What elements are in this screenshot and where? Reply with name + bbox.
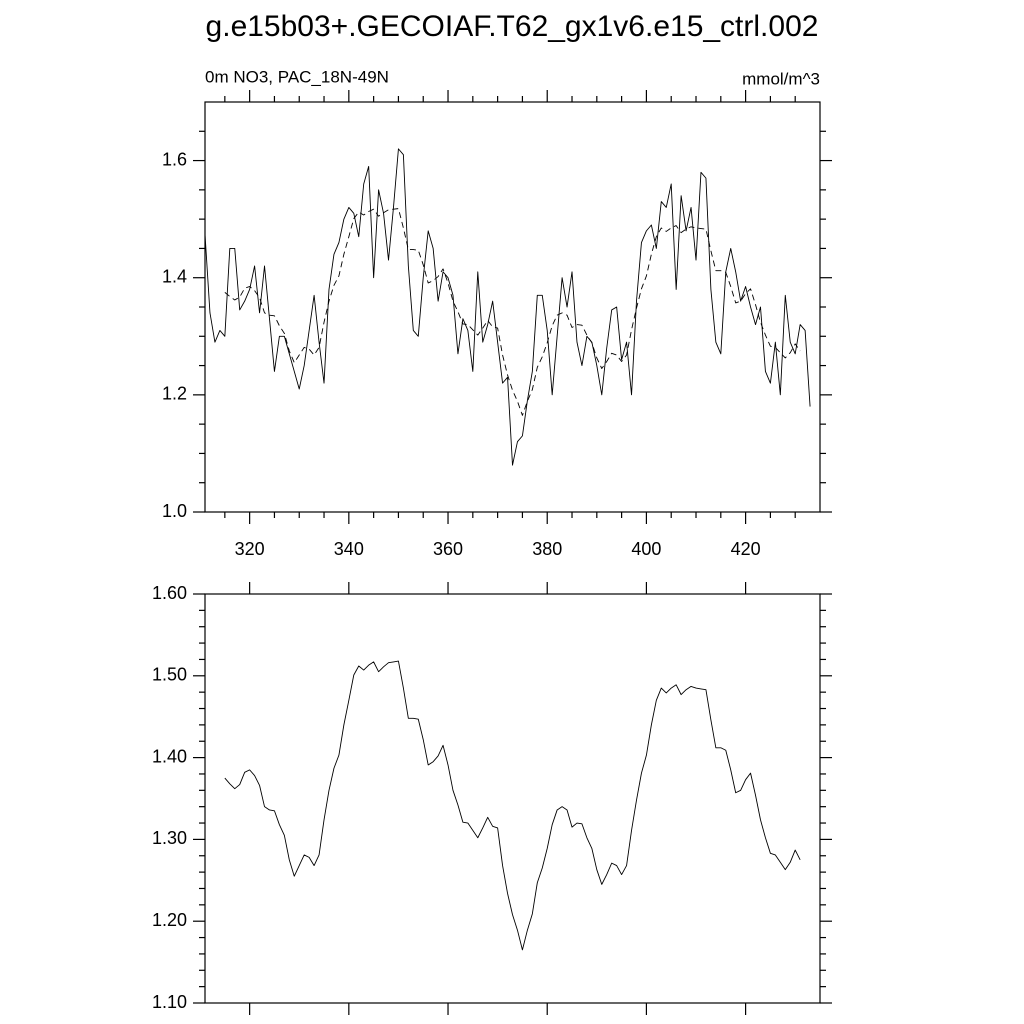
plot-frame <box>204 593 821 1004</box>
y-tick-label: 1.50 <box>152 665 187 685</box>
data-line <box>224 660 801 951</box>
data-line <box>204 148 811 466</box>
dashed-line <box>224 208 801 416</box>
y-tick-label: 1.30 <box>152 828 187 848</box>
y-tick-label: 1.6 <box>162 149 187 169</box>
x-tick-label: 320 <box>235 539 265 559</box>
y-tick-label: 1.10 <box>152 992 187 1012</box>
figure-title: g.e15b03+.GECOIAF.T62_gx1v6.e15_ctrl.002 <box>206 10 819 43</box>
y-tick-label: 1.4 <box>162 266 187 286</box>
y-tick-label: 1.40 <box>152 746 187 766</box>
x-tick-label: 380 <box>532 539 562 559</box>
plot-frame <box>204 101 821 513</box>
y-tick-label: 1.20 <box>152 910 187 930</box>
y-tick-label: 1.60 <box>152 583 187 603</box>
y-tick-label: 1.0 <box>162 501 187 521</box>
x-tick-label: 400 <box>631 539 661 559</box>
x-tick-label: 420 <box>731 539 761 559</box>
x-tick-label: 340 <box>334 539 364 559</box>
y-tick-label: 1.2 <box>162 384 187 404</box>
units-label: mmol/m^3 <box>742 69 820 88</box>
subtitle: 0m NO3, PAC_18N-49N <box>205 67 389 86</box>
x-tick-label: 360 <box>433 539 463 559</box>
